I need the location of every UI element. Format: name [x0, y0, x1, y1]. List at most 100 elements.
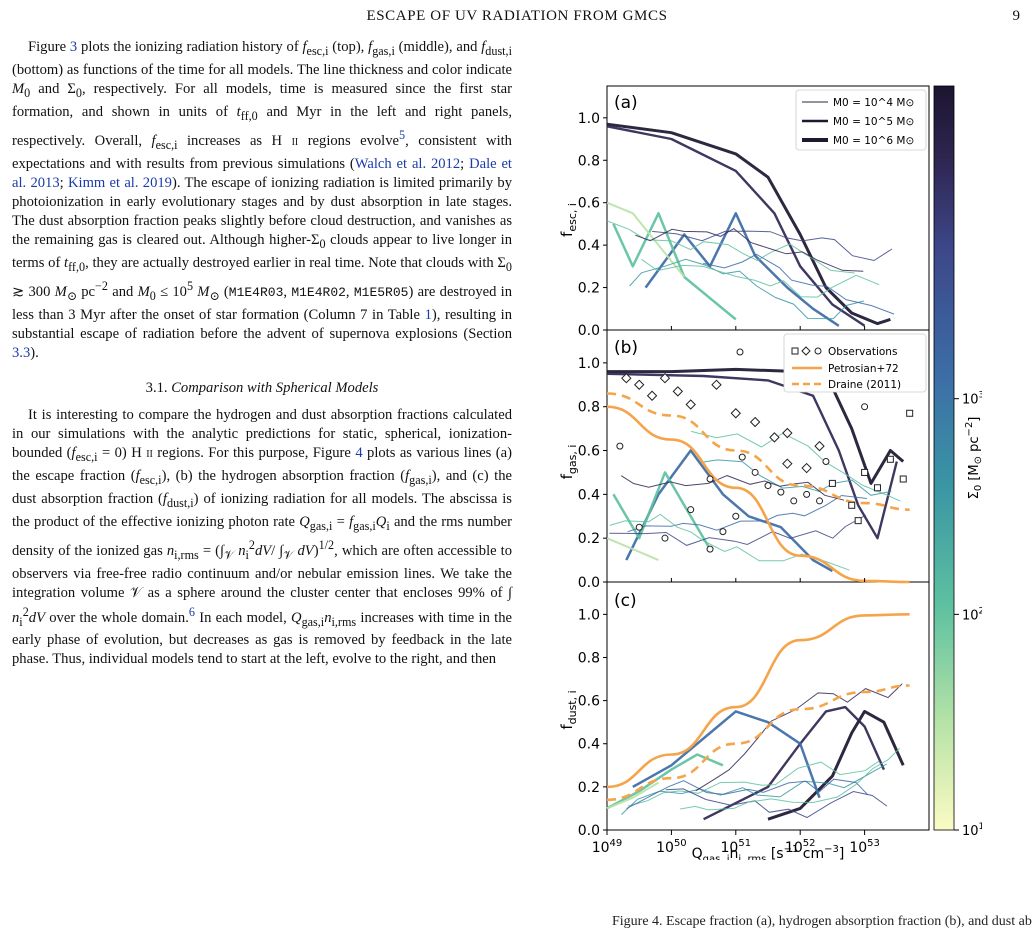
ytick-label: 0.4: [578, 487, 600, 503]
ytick-label: 0.0: [578, 575, 600, 591]
observation-diamond: [633, 379, 645, 390]
observation-diamond: [730, 408, 742, 419]
observation-diamond: [646, 390, 658, 401]
citation-dale[interactable]: Dale et al. 2013: [12, 155, 512, 191]
observation-diamond: [801, 462, 812, 474]
ytick-label: 1.0: [578, 356, 600, 372]
model-name-2: M1E4R02: [291, 284, 346, 300]
observation-square: [899, 475, 907, 483]
simulation-trajectory: [644, 212, 840, 327]
colorbar-tick-label: 101: [962, 822, 982, 839]
observation-circle: [751, 468, 759, 476]
observation-circle: [635, 523, 643, 531]
simulation-trajectory: [606, 537, 659, 562]
ytick-label: 1.0: [578, 607, 600, 623]
observation-diamond: [782, 427, 793, 439]
legend-b-draine: Draine (2011): [828, 379, 901, 391]
citation-kimm[interactable]: Kimm et al. 2019: [67, 174, 172, 191]
simulation-trajectory: [606, 201, 686, 278]
observation-square: [828, 479, 836, 487]
figure3-link[interactable]: 3: [69, 39, 78, 55]
observation-circle: [777, 488, 785, 496]
observation-square: [886, 455, 894, 463]
page-number: 9: [1012, 8, 1021, 24]
table1-link[interactable]: 1: [424, 306, 432, 323]
simulation-trajectory-thin: [691, 430, 901, 502]
ytick-label: 0.8: [578, 400, 600, 416]
figure-4-plot: 0.0 0.2 0.4 0.6 0.8 1.0 0.0 0.2 0.4 0.6 0.8 1.0 0.0 0…: [558, 85, 984, 865]
draine-curve: [606, 392, 910, 511]
xtick-label: 1049: [592, 838, 623, 856]
ytick-label: 0.8: [578, 650, 600, 666]
draine-curve: [606, 684, 910, 802]
simulation-trajectory: [606, 125, 866, 327]
observation-diamond: [814, 440, 825, 452]
observation-square: [861, 468, 869, 476]
footnote-5-link[interactable]: 5: [399, 127, 406, 142]
observation-diamond: [782, 458, 793, 469]
simulation-trajectory-thin: [665, 788, 888, 819]
colorbar-label: Σ0 [M⊙ pc−2]: [964, 417, 982, 500]
ytick-label: 0.6: [578, 444, 600, 460]
simulation-trajectory: [767, 709, 905, 821]
panel-label-b: (b): [614, 338, 638, 358]
panel-label-a: (a): [614, 93, 638, 113]
legend-b-petrosian: Petrosian+72: [828, 363, 899, 375]
observation-diamond: [711, 379, 722, 390]
simulation-trajectory: [606, 372, 898, 540]
xtick-label: 1050: [656, 838, 687, 856]
ytick-label: 0.4: [578, 238, 600, 254]
observation-circle: [732, 512, 740, 520]
observation-circle: [706, 545, 714, 553]
paragraph-figure3: Figure 3 plots the ionizing radiation hi…: [12, 39, 513, 361]
chart-marks: [606, 373, 914, 802]
ytick-label: 0.0: [578, 823, 600, 839]
observation-circle: [738, 453, 746, 461]
ytick-label: 0.0: [578, 323, 600, 339]
ylabel-c: fdust, i: [558, 690, 579, 729]
observation-square: [848, 501, 856, 509]
observation-circle: [861, 403, 869, 411]
simulation-trajectory: [612, 471, 712, 550]
observation-circle: [816, 497, 824, 505]
section-number: 3.1.: [145, 379, 168, 396]
simulation-trajectory-thin: [627, 494, 867, 533]
citation-walch[interactable]: Walch et al. 2012: [354, 155, 461, 172]
observation-square: [854, 517, 862, 525]
simulation-trajectory-thin: [627, 760, 880, 807]
observation-diamond: [672, 386, 684, 397]
model-name-1: M1E4R03: [228, 284, 284, 300]
ylabel-b: fgas, i: [558, 445, 579, 480]
observation-square: [906, 409, 914, 417]
simulation-trajectory-thin: [621, 763, 887, 815]
observation-circle: [661, 534, 669, 542]
body-text-column: Figure 3 plots the ionizing radiation hi…: [12, 38, 512, 670]
observation-diamond: [621, 373, 632, 384]
panel-c-frame: [606, 581, 930, 831]
simulation-trajectory-thin: [703, 253, 895, 315]
section33-link[interactable]: 3.3: [12, 344, 31, 361]
simulation-trajectory-thin: [641, 258, 880, 298]
legend-a-item-1: M0 = 10^4 M⊙: [833, 97, 914, 109]
ytick-label: 0.6: [578, 196, 600, 212]
observation-circle: [687, 506, 695, 514]
legend-a-item-2: M0 = 10^5 M⊙: [833, 116, 914, 128]
xtick-label: 1053: [849, 838, 880, 856]
model-name-3: M1E5R05: [353, 284, 409, 300]
ytick-label: 1.0: [578, 111, 600, 127]
footnote-6-link[interactable]: 6: [188, 604, 195, 619]
ytick-label: 0.6: [578, 694, 600, 710]
running-title: ESCAPE OF UV RADIATION FROM GMCS: [366, 8, 668, 24]
petrosian-curve: [606, 613, 910, 789]
observation-square: [873, 484, 881, 492]
simulation-trajectory: [703, 705, 885, 821]
figure4-link[interactable]: 4: [355, 444, 363, 461]
observation-diamond: [659, 373, 671, 384]
petrosian-curve: [606, 405, 910, 584]
simulation-trajectory-thin: [699, 459, 892, 496]
simulation-trajectory: [606, 122, 891, 326]
observation-diamond: [685, 399, 696, 410]
observation-diamond: [749, 416, 761, 428]
observation-circle: [719, 528, 727, 536]
running-head: ESCAPE OF UV RADIATION FROM GMCS 9: [0, 8, 1034, 30]
